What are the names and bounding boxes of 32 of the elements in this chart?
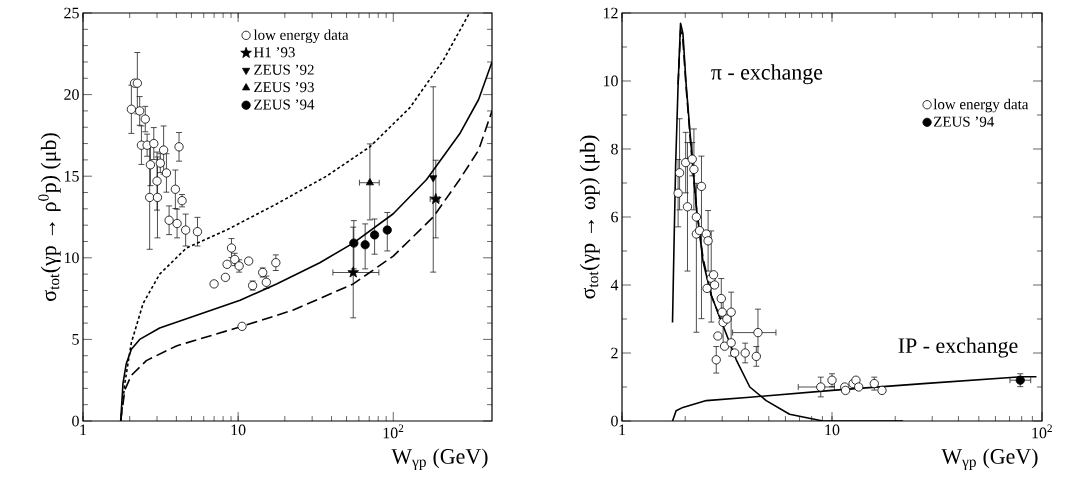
- y-tick-label: 10: [64, 252, 79, 264]
- y-axis-title: σ$_{tot}$(γp → ωp) (μb): [579, 135, 600, 299]
- y-tick-label: 2: [611, 347, 618, 359]
- legend-label: ZEUS ’92: [254, 64, 314, 75]
- x-tick-label: 10: [825, 424, 840, 436]
- y-tick-label: 20: [64, 89, 79, 100]
- y-tick-label: 6: [611, 211, 619, 223]
- y-axis-title: σ$_{tot}$(γp → ρ$^{0}$p) (μb): [38, 133, 61, 301]
- y-tick-label: 25: [64, 7, 79, 19]
- y-tick-label: 0: [611, 415, 618, 427]
- legend-label: low energy data: [253, 29, 349, 44]
- legend-label: H1 ’93: [253, 47, 295, 58]
- legend-label: low energy data: [933, 98, 1029, 113]
- x-tick-label: 1: [80, 424, 87, 436]
- legend-label: ZEUS ’94: [254, 99, 315, 110]
- y-tick-label: 4: [610, 279, 619, 291]
- x-axis-title: W$_{γp}$ (GeV): [391, 448, 488, 470]
- annotation: π - exchange: [711, 64, 823, 85]
- y-tick-label: 0: [72, 415, 79, 427]
- y-tick-label: 8: [611, 143, 618, 155]
- y-tick-label: 10: [603, 75, 618, 87]
- x-tick-label: 1: [619, 424, 626, 436]
- y-tick-label: 12: [603, 7, 618, 19]
- y-tick-label: 5: [72, 334, 79, 345]
- legend-label: ZEUS ’94: [933, 116, 995, 127]
- x-axis-title: W$_{γp}$ (GeV): [941, 448, 1038, 470]
- legend-label: ZEUS ’93: [254, 82, 314, 93]
- x-tick-label: 10$^{2}$: [383, 424, 404, 439]
- x-tick-label: 10: [231, 424, 246, 436]
- x-tick-label: 10$^{2}$: [1032, 424, 1052, 439]
- annotation: IP - exchange: [898, 337, 1018, 358]
- y-tick-label: 15: [64, 170, 79, 182]
